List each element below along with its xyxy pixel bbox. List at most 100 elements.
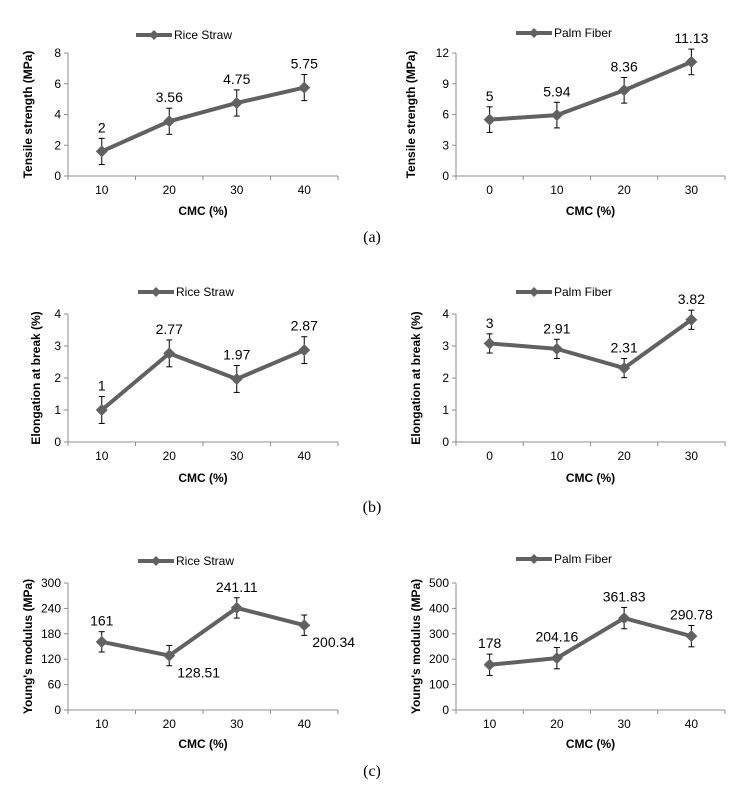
data-point xyxy=(685,313,698,326)
data-point xyxy=(163,115,176,128)
x-tick-label: 30 xyxy=(230,449,244,463)
figure-label-a: (a) xyxy=(363,229,381,246)
x-tick-label: 30 xyxy=(230,717,244,731)
legend-label: Rice Straw xyxy=(176,285,234,299)
y-tick-label: 12 xyxy=(436,46,450,60)
data-point xyxy=(163,649,176,662)
x-tick-label: 10 xyxy=(95,717,109,731)
data-label: 161 xyxy=(90,613,114,629)
series-line xyxy=(489,60,693,122)
y-tick-label: 4 xyxy=(54,307,61,321)
x-tick-label: 40 xyxy=(685,717,699,731)
series-line xyxy=(489,616,692,667)
data-label: 1.97 xyxy=(223,347,250,363)
data-label: 241.11 xyxy=(216,579,258,595)
y-tick-label: 2 xyxy=(54,138,61,152)
series-line xyxy=(100,85,305,154)
y-tick-label: 8 xyxy=(54,46,61,60)
data-label: 5.94 xyxy=(543,83,570,99)
y-tick-label: 0 xyxy=(442,169,449,183)
x-tick-label: 0 xyxy=(486,183,493,197)
data-point xyxy=(550,342,563,355)
data-label: 128.51 xyxy=(177,665,220,681)
y-tick-label: 0 xyxy=(54,703,61,717)
y-tick-label: 60 xyxy=(48,678,62,692)
x-tick-label: 30 xyxy=(685,183,699,197)
figure-label-b: (b) xyxy=(363,499,382,516)
legend-label: Palm Fiber xyxy=(554,552,612,566)
series-line xyxy=(100,348,306,412)
data-point xyxy=(685,55,698,68)
data-point xyxy=(298,619,311,632)
series-line xyxy=(101,605,305,658)
y-tick-label: 3 xyxy=(54,339,61,353)
legend-label: Rice Straw xyxy=(174,28,232,42)
data-label: 11.13 xyxy=(674,30,708,46)
y-axis-title: Elongation at break (%) xyxy=(409,311,423,444)
data-point xyxy=(618,84,631,97)
y-tick-label: 6 xyxy=(442,108,449,122)
figure-label-c: (c) xyxy=(363,763,381,780)
x-tick-label: 10 xyxy=(95,183,109,197)
data-point xyxy=(483,337,496,350)
y-tick-label: 4 xyxy=(442,307,449,321)
data-point xyxy=(95,145,108,158)
y-tick-label: 300 xyxy=(429,627,449,641)
legend-label: Palm Fiber xyxy=(554,285,612,299)
x-tick-label: 0 xyxy=(486,449,493,463)
y-tick-label: 4 xyxy=(54,108,61,122)
data-point xyxy=(685,630,698,643)
data-label: 5.75 xyxy=(291,56,318,72)
y-axis-title: Young's modulus (MPa) xyxy=(21,579,35,714)
x-tick-label: 40 xyxy=(298,717,312,731)
x-axis-title: CMC (%) xyxy=(566,471,615,485)
x-axis-title: CMC (%) xyxy=(178,204,227,218)
legend-marker xyxy=(529,554,539,564)
y-tick-label: 2 xyxy=(442,371,449,385)
x-tick-label: 10 xyxy=(550,449,564,463)
y-axis-title: Elongation at break (%) xyxy=(29,311,43,444)
x-tick-label: 20 xyxy=(163,449,177,463)
x-tick-label: 40 xyxy=(298,183,312,197)
y-axis-title: Young's modulus (MPa) xyxy=(409,579,423,714)
chart-panel-3: 0 1 2 3 4 10 20 30 40 CMC (%) Elongation at break … xyxy=(29,285,339,485)
data-label: 1 xyxy=(98,378,106,394)
data-point xyxy=(550,109,563,122)
data-label: 2.87 xyxy=(291,318,318,334)
y-tick-label: 3 xyxy=(442,138,449,152)
data-point xyxy=(483,113,496,126)
y-tick-label: 300 xyxy=(41,576,61,590)
legend-marker xyxy=(151,287,161,297)
data-label: 290.78 xyxy=(670,606,713,622)
y-tick-label: 9 xyxy=(442,77,449,91)
y-tick-label: 0 xyxy=(54,435,61,449)
x-tick-label: 10 xyxy=(550,183,564,197)
data-point xyxy=(230,372,243,385)
y-tick-label: 0 xyxy=(442,703,449,717)
x-tick-label: 20 xyxy=(163,717,177,731)
data-label: 2 xyxy=(98,119,106,135)
data-point xyxy=(230,601,243,614)
chart-panel-4: 0 1 2 3 4 0 10 20 30 CMC (%) Elongation at break (… xyxy=(409,285,726,485)
data-point xyxy=(618,612,631,625)
chart-panel-6: 0 100 200 300 400 500 10 20 30 40 CMC (%) Young's m… xyxy=(409,552,726,751)
x-tick-label: 10 xyxy=(483,717,497,731)
x-tick-label: 40 xyxy=(298,449,312,463)
x-tick-label: 20 xyxy=(550,717,564,731)
data-label: 2.31 xyxy=(611,339,638,355)
x-tick-label: 20 xyxy=(617,183,631,197)
y-tick-label: 2 xyxy=(54,371,61,385)
y-tick-label: 500 xyxy=(429,576,449,590)
y-tick-label: 400 xyxy=(429,601,449,615)
x-axis-title: CMC (%) xyxy=(566,737,615,751)
y-tick-label: 180 xyxy=(41,627,61,641)
y-tick-label: 120 xyxy=(41,652,61,666)
data-label: 3.56 xyxy=(156,89,183,105)
legend-label: Palm Fiber xyxy=(554,26,612,40)
legend-marker xyxy=(151,556,161,566)
y-tick-label: 3 xyxy=(442,339,449,353)
chart-panel-2: 0 3 6 9 12 0 10 20 30 CMC (%) Tensile strength (MP… xyxy=(404,26,726,218)
data-label: 2.91 xyxy=(543,320,570,336)
data-label: 200.34 xyxy=(312,634,355,650)
y-tick-label: 200 xyxy=(429,652,449,666)
